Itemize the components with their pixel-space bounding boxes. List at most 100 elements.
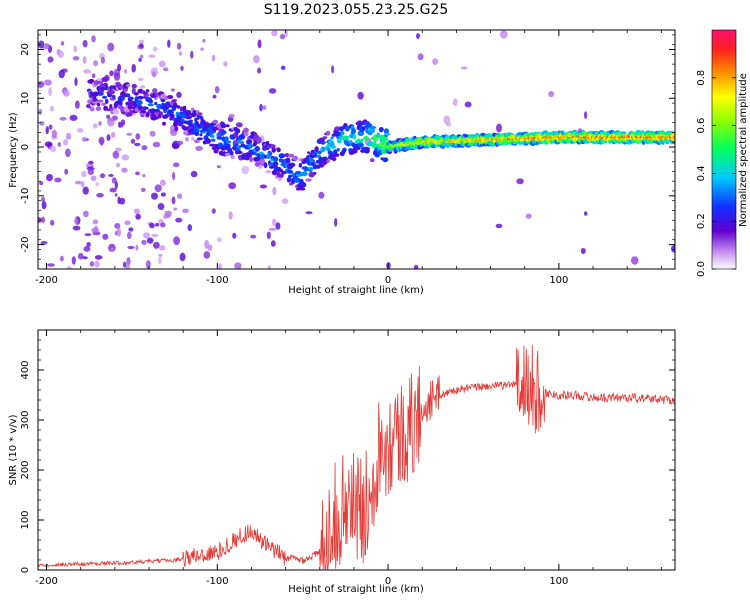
spectrogram-ridge-cell	[313, 171, 317, 175]
colorbar-tick-label: 0.2	[696, 213, 707, 229]
spectrogram-noise	[95, 182, 100, 187]
spectrogram-noise	[159, 179, 166, 187]
spectrogram-noise	[141, 239, 147, 245]
spectrogram-noise	[120, 119, 126, 126]
spectrogram-noise	[127, 231, 132, 240]
spectrogram-noise	[69, 114, 78, 121]
spectrogram-noise	[123, 69, 128, 74]
spectrogram-ridge-cell	[147, 103, 154, 107]
spectrogram-noise	[267, 265, 271, 269]
spectrogram-noise	[202, 38, 206, 43]
spectrogram-noise	[148, 54, 156, 58]
spectrogram-noise	[160, 222, 166, 228]
spectrogram-noise	[128, 227, 134, 232]
spectrogram-noise	[38, 40, 45, 49]
spectrogram-noise	[58, 69, 65, 79]
colorbar-label: Normalized spectral amplitude	[738, 73, 749, 227]
snr-ylabel: SNR (10 * v/v)	[8, 414, 19, 485]
spectrogram-ridge-cell	[352, 134, 357, 140]
spectrogram-noise	[216, 237, 222, 243]
spectrogram-ylabel: Frequency (Hz)	[8, 112, 19, 188]
spectrogram-noise	[89, 261, 94, 267]
spectrogram-noise	[106, 114, 110, 120]
x-tick-label: 0	[385, 576, 391, 587]
spectrogram-ridge-cell	[309, 157, 314, 164]
spectrogram-ridge-cell	[351, 147, 358, 154]
x-tick-label: 0	[385, 275, 391, 286]
spectrogram-noise	[160, 192, 166, 197]
spectrogram-noise	[146, 237, 154, 244]
spectrogram-ridge-cell	[343, 135, 350, 140]
spectrogram-ridge-cell	[176, 105, 181, 109]
spectrogram-frame	[37, 29, 676, 270]
spectrogram-noise	[57, 142, 61, 147]
spectrogram-noise	[138, 57, 142, 62]
spectrogram-noise	[234, 262, 242, 269]
spectrogram-noise	[270, 240, 276, 247]
spectrogram-noise	[65, 148, 71, 158]
spectrogram-noise	[135, 133, 141, 140]
spectrogram-ridge-cell	[149, 108, 156, 114]
spectrogram-noise	[115, 147, 122, 152]
spectrogram-noise	[184, 137, 189, 142]
spectrogram-noise	[121, 167, 128, 173]
spectrogram-noise	[47, 263, 55, 267]
spectrogram-noise	[417, 53, 424, 61]
spectrogram-ridge-cell	[345, 125, 350, 132]
spectrogram-noise	[216, 165, 221, 169]
spectrogram-ridge-cell	[222, 130, 227, 135]
spectrogram-noise	[76, 127, 84, 133]
spectrogram-ridge-cell	[192, 110, 198, 116]
spectrogram-noise	[59, 116, 67, 121]
spectrogram-ridge-cell	[212, 119, 219, 124]
spectrogram-ridge-cell	[305, 178, 312, 182]
x-tick-label: 100	[549, 275, 568, 286]
spectrogram-ridge-cell	[159, 111, 163, 116]
spectrogram-noise	[98, 121, 102, 126]
spectrogram-noise	[83, 246, 91, 252]
spectrogram-ridge-cell	[167, 95, 174, 99]
colorbar-tick-label: 0.0	[696, 261, 707, 277]
spectrogram-noise	[272, 186, 277, 196]
spectrogram-noise	[203, 251, 211, 259]
spectrogram-ridge-cell	[145, 89, 150, 93]
spectrogram-noise	[93, 60, 99, 67]
spectrogram-noise	[112, 150, 120, 159]
spectrogram-noise	[46, 174, 53, 182]
spectrogram-noise	[110, 247, 114, 253]
spectrogram-noise	[82, 186, 89, 195]
spectrogram-noise	[127, 245, 135, 250]
spectrogram-ridge-cell	[382, 157, 389, 163]
spectrogram-ridge-cell	[171, 99, 177, 103]
spectrogram-noise	[39, 181, 44, 186]
spectrogram-ridge-cell	[174, 126, 179, 132]
spectrogram-noise	[548, 91, 554, 98]
spectrogram-ridge-cell	[273, 156, 279, 162]
spectrogram-ridge-cell	[170, 110, 174, 114]
spectrogram-xlabel: Height of straight line (km)	[288, 285, 424, 296]
spectrogram-ridge-cell	[253, 134, 260, 140]
spectrogram-noise	[41, 196, 46, 203]
spectrogram-ridge-cell	[134, 92, 139, 96]
spectrogram-ridge-cell	[332, 153, 340, 157]
spectrogram-noise	[145, 260, 151, 269]
spectrogram-noise	[42, 46, 50, 50]
spectrogram-ridge-core	[672, 136, 675, 139]
y-tick-label: 0	[20, 144, 31, 150]
spectrogram-noise	[214, 85, 220, 94]
spectrogram-noise	[108, 174, 114, 177]
spectrogram-ridge-cell	[148, 99, 154, 104]
figure-title: S119.2023.055.23.25.G25	[264, 2, 449, 18]
spectrogram-noise	[41, 216, 45, 224]
spectrogram-ridge-cell	[205, 138, 212, 144]
x-tick-label: -100	[206, 275, 229, 286]
y-tick-label: 400	[20, 360, 31, 379]
spectrogram-noise	[334, 218, 338, 227]
spectrogram-ridge-cell	[216, 135, 223, 140]
spectrogram-ridge-cell	[281, 170, 287, 175]
spectrogram-noise	[51, 129, 58, 139]
spectrogram-noise	[516, 178, 524, 185]
spectrogram-ridge-cell	[239, 140, 245, 145]
spectrogram-ridge-cell	[235, 128, 241, 134]
